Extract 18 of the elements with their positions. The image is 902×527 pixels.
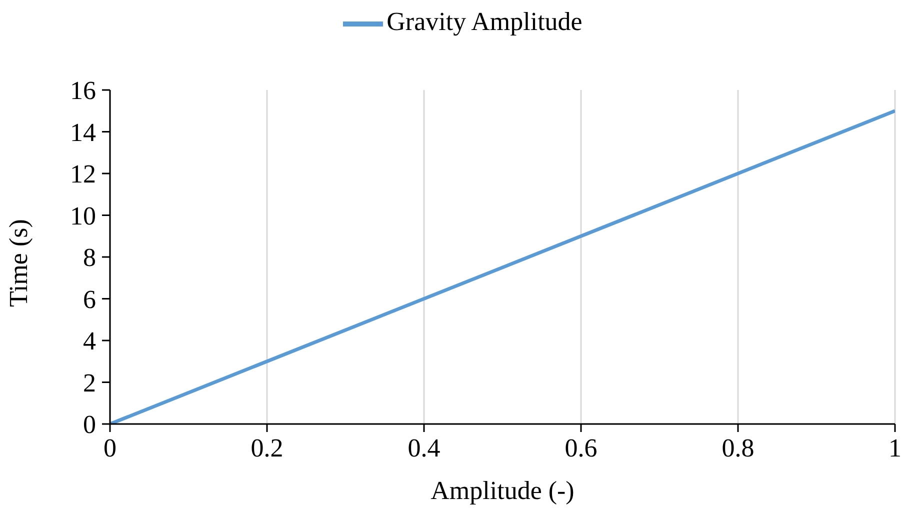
y-tick-label: 0: [83, 410, 96, 440]
x-tick-label: 0: [104, 433, 116, 462]
x-tick-label: 0.8: [722, 433, 754, 462]
x-tick-label: 0.6: [564, 433, 598, 462]
y-tick-label: 10: [70, 201, 96, 230]
y-tick-label: 4: [83, 326, 96, 356]
y-axis-title: Time (s): [4, 219, 34, 307]
y-tick-label: 16: [70, 76, 96, 106]
legend-label: Gravity Amplitude: [386, 6, 582, 36]
y-tick-label: 6: [83, 284, 96, 314]
y-tick-label: 12: [70, 160, 96, 189]
x-tick-label: 0.2: [250, 433, 284, 462]
x-axis-title: Amplitude (-): [430, 476, 574, 505]
y-tick-label: 8: [83, 243, 96, 272]
y-tick-label: 2: [83, 368, 96, 398]
x-tick-label: 1: [888, 433, 902, 462]
x-tick-label: 0.4: [408, 433, 440, 462]
y-tick-label: 14: [70, 118, 96, 147]
